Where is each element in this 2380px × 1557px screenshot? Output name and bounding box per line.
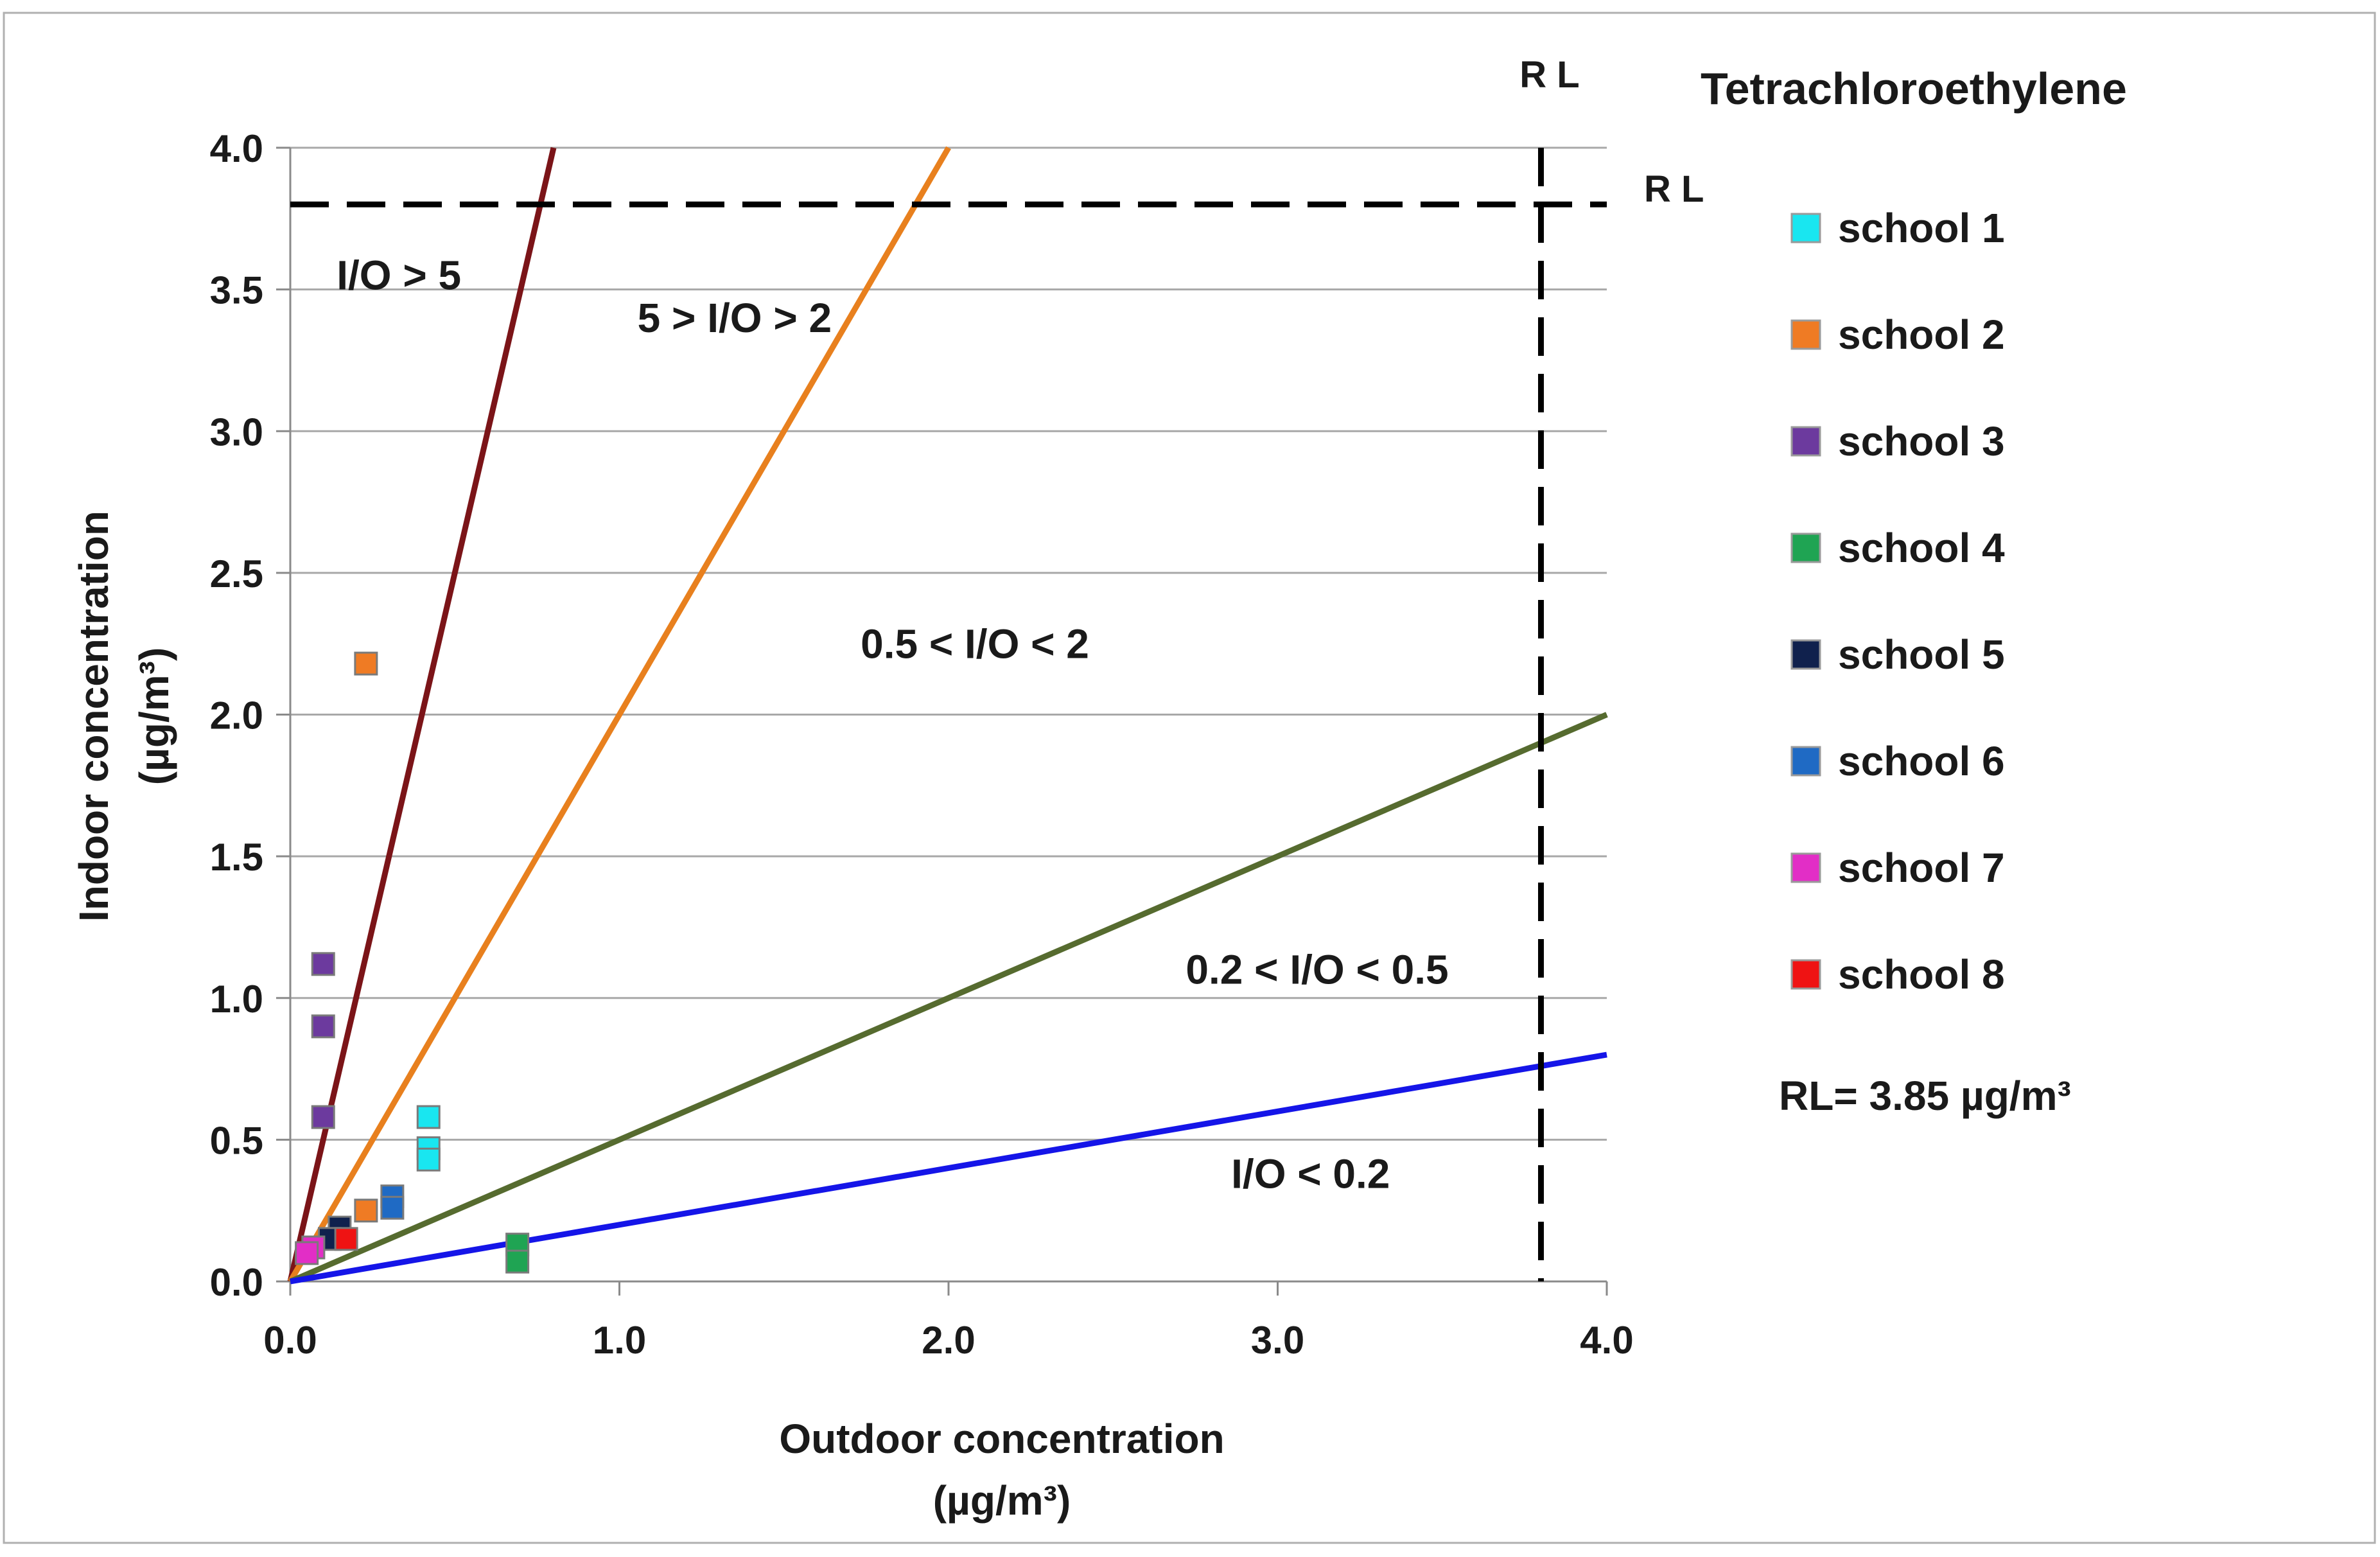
y-tick-label: 2.5 — [210, 552, 263, 595]
legend-label-2: school 2 — [1838, 312, 2005, 358]
y-axis-units: (µg/m³) — [131, 647, 177, 786]
grid-lines — [290, 146, 1607, 1141]
region-label-3: 0.2 < I/O < 0.5 — [1186, 947, 1448, 993]
data-point-3-1 — [311, 952, 335, 976]
legend-label-1: school 1 — [1838, 205, 2005, 251]
chart-title: Tetrachloroethylene — [1701, 64, 2127, 114]
rl-vertical-label: R L — [1519, 54, 1579, 96]
data-point-6-2 — [380, 1195, 405, 1220]
x-tick-label: 2.0 — [922, 1319, 975, 1362]
legend-label-7: school 7 — [1838, 845, 2005, 891]
reference-line-1 — [288, 146, 951, 1283]
y-tick-label: 1.0 — [210, 978, 263, 1021]
x-axis-units: (µg/m³) — [933, 1477, 1071, 1524]
region-label-0: I/O > 5 — [337, 252, 461, 299]
legend-marker-2 — [1790, 319, 1821, 350]
y-tick-label: 4.0 — [210, 127, 263, 170]
data-point-7-2 — [295, 1241, 319, 1265]
y-tick-label: 3.0 — [210, 410, 263, 453]
data-point-1-3 — [416, 1147, 441, 1172]
data-point-4-2 — [505, 1249, 530, 1274]
reference-line-0 — [287, 146, 557, 1283]
reference-line-2 — [289, 712, 1608, 1285]
data-point-2-2 — [354, 1199, 378, 1223]
region-label-1: 5 > I/O > 2 — [638, 295, 832, 341]
legend-label-6: school 6 — [1838, 738, 2005, 784]
y-tick-label: 2.0 — [210, 694, 263, 737]
legend-label-3: school 3 — [1838, 418, 2005, 464]
x-tick-label: 1.0 — [593, 1319, 646, 1362]
legend-marker-3 — [1790, 426, 1821, 457]
rl-horizontal-label: R L — [1644, 168, 1704, 210]
data-point-3-3 — [311, 1105, 335, 1129]
axes: 0.0 0.5 1.0 1.5 2.0 2.5 3.0 3.5 4.0 0.0 1.0 2.0 3.0 4… — [210, 127, 1634, 1362]
legend: school 1 school 2 school 3 school 4 school 5… — [1790, 205, 2005, 998]
legend-label-5: school 5 — [1838, 631, 2005, 678]
legend-label-4: school 4 — [1838, 525, 2005, 571]
rl-value-text: RL= 3.85 µg/m³ — [1779, 1073, 2071, 1119]
y-tick-label: 1.5 — [210, 836, 263, 879]
legend-marker-1 — [1790, 213, 1821, 243]
data-point-1-1 — [416, 1105, 441, 1129]
x-tick-label: 4.0 — [1580, 1319, 1633, 1362]
y-tick-label: 3.5 — [210, 269, 263, 312]
region-label-4: I/O < 0.2 — [1231, 1150, 1390, 1197]
y-tick-label: 0.5 — [210, 1119, 263, 1162]
legend-marker-5 — [1790, 639, 1821, 670]
data-point-2-1 — [354, 651, 378, 676]
data-point-3-2 — [311, 1014, 335, 1039]
region-labels: I/O > 5 5 > I/O > 2 0.5 < I/O < 2 0.2 < I/O… — [337, 252, 1448, 1197]
x-tick-label: 3.0 — [1251, 1319, 1304, 1362]
legend-marker-6 — [1790, 746, 1821, 777]
y-tick-label: 0.0 — [210, 1261, 263, 1304]
y-axis-label: Indoor concentration — [71, 511, 117, 922]
data-point-8-1 — [334, 1227, 358, 1251]
legend-label-8: school 8 — [1838, 951, 2005, 998]
x-axis-label: Outdoor concentration — [779, 1416, 1224, 1462]
x-tick-label: 0.0 — [263, 1319, 317, 1362]
region-label-2: 0.5 < I/O < 2 — [861, 620, 1089, 667]
figure-border — [3, 12, 2376, 1544]
rl-lines — [290, 148, 1607, 1281]
data-points — [295, 651, 530, 1274]
legend-marker-7 — [1790, 852, 1821, 883]
legend-marker-4 — [1790, 532, 1821, 563]
legend-marker-8 — [1790, 959, 1821, 990]
